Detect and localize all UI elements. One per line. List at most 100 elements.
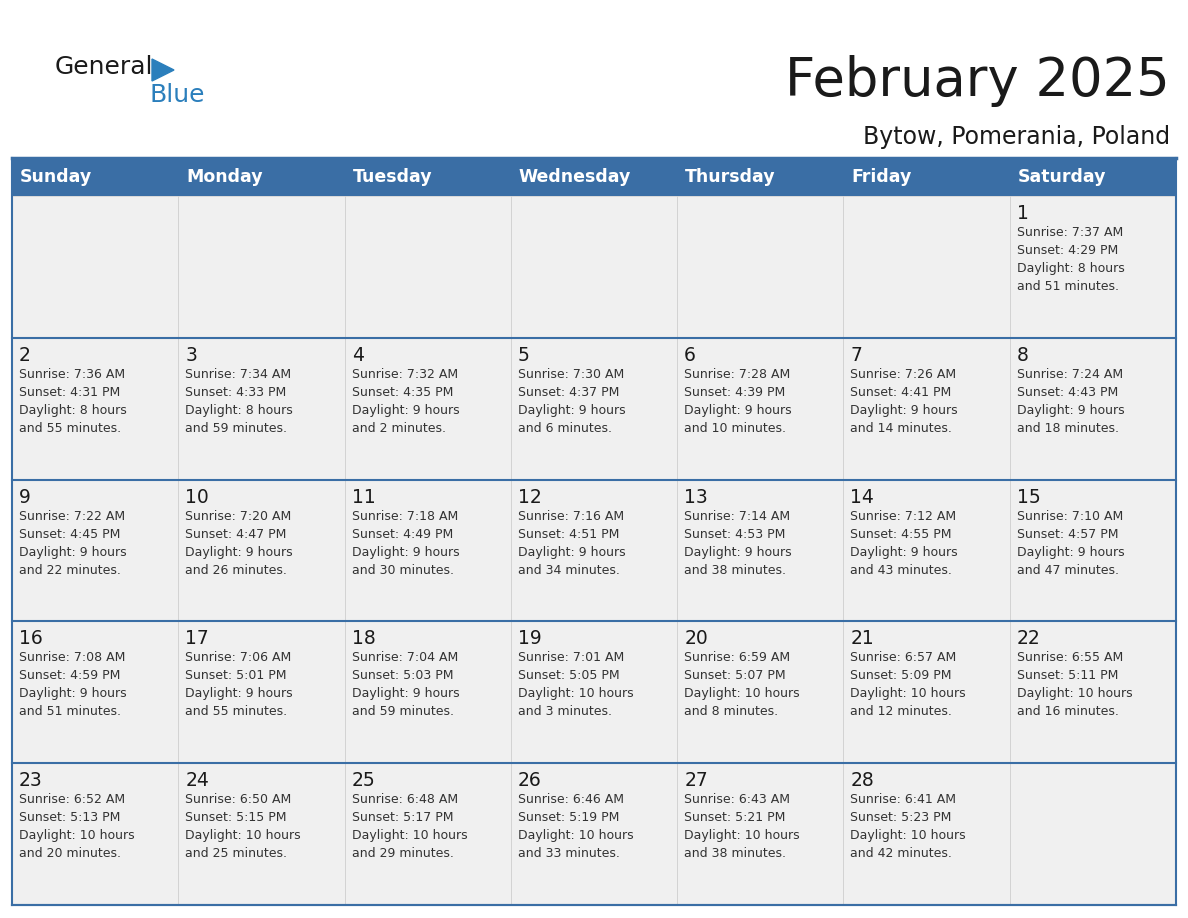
Bar bbox=[843, 338, 1010, 479]
Bar bbox=[178, 158, 345, 196]
Text: Sunrise: 6:46 AM
Sunset: 5:19 PM
Daylight: 10 hours
and 33 minutes.: Sunrise: 6:46 AM Sunset: 5:19 PM Dayligh… bbox=[518, 793, 633, 860]
Text: Wednesday: Wednesday bbox=[519, 168, 631, 186]
Bar bbox=[843, 158, 1010, 196]
Text: Sunrise: 7:04 AM
Sunset: 5:03 PM
Daylight: 9 hours
and 59 minutes.: Sunrise: 7:04 AM Sunset: 5:03 PM Dayligh… bbox=[352, 652, 460, 719]
Text: 27: 27 bbox=[684, 771, 708, 790]
Text: 21: 21 bbox=[851, 630, 874, 648]
Bar bbox=[12, 338, 178, 479]
Bar bbox=[1010, 621, 1176, 763]
Text: Sunrise: 7:30 AM
Sunset: 4:37 PM
Daylight: 9 hours
and 6 minutes.: Sunrise: 7:30 AM Sunset: 4:37 PM Dayligh… bbox=[518, 368, 626, 435]
Text: 10: 10 bbox=[185, 487, 209, 507]
Text: Thursday: Thursday bbox=[685, 168, 776, 186]
Bar bbox=[12, 763, 178, 905]
Bar bbox=[345, 621, 511, 763]
Bar bbox=[178, 479, 345, 621]
Bar bbox=[511, 621, 677, 763]
Text: 6: 6 bbox=[684, 346, 696, 364]
Bar bbox=[511, 196, 677, 338]
Bar bbox=[345, 763, 511, 905]
Text: Tuesday: Tuesday bbox=[353, 168, 432, 186]
Bar bbox=[345, 479, 511, 621]
Bar bbox=[1010, 763, 1176, 905]
Text: 8: 8 bbox=[1017, 346, 1029, 364]
Polygon shape bbox=[152, 59, 173, 81]
Text: Sunrise: 7:12 AM
Sunset: 4:55 PM
Daylight: 9 hours
and 43 minutes.: Sunrise: 7:12 AM Sunset: 4:55 PM Dayligh… bbox=[851, 509, 958, 577]
Text: 19: 19 bbox=[518, 630, 542, 648]
Text: 2: 2 bbox=[19, 346, 31, 364]
Text: Sunrise: 7:24 AM
Sunset: 4:43 PM
Daylight: 9 hours
and 18 minutes.: Sunrise: 7:24 AM Sunset: 4:43 PM Dayligh… bbox=[1017, 368, 1124, 435]
Text: Sunrise: 7:37 AM
Sunset: 4:29 PM
Daylight: 8 hours
and 51 minutes.: Sunrise: 7:37 AM Sunset: 4:29 PM Dayligh… bbox=[1017, 226, 1125, 293]
Text: Saturday: Saturday bbox=[1018, 168, 1106, 186]
Text: 1: 1 bbox=[1017, 204, 1029, 223]
Text: Sunrise: 7:01 AM
Sunset: 5:05 PM
Daylight: 10 hours
and 3 minutes.: Sunrise: 7:01 AM Sunset: 5:05 PM Dayligh… bbox=[518, 652, 633, 719]
Bar bbox=[345, 158, 511, 196]
Bar bbox=[178, 621, 345, 763]
Bar bbox=[345, 196, 511, 338]
Text: 17: 17 bbox=[185, 630, 209, 648]
Text: Sunrise: 6:50 AM
Sunset: 5:15 PM
Daylight: 10 hours
and 25 minutes.: Sunrise: 6:50 AM Sunset: 5:15 PM Dayligh… bbox=[185, 793, 301, 860]
Text: 22: 22 bbox=[1017, 630, 1041, 648]
Bar bbox=[178, 196, 345, 338]
Bar bbox=[843, 479, 1010, 621]
Bar bbox=[677, 338, 843, 479]
Bar bbox=[843, 621, 1010, 763]
Text: 23: 23 bbox=[19, 771, 43, 790]
Bar bbox=[677, 479, 843, 621]
Text: 11: 11 bbox=[352, 487, 375, 507]
Text: 26: 26 bbox=[518, 771, 542, 790]
Bar bbox=[1010, 479, 1176, 621]
Text: Sunday: Sunday bbox=[20, 168, 93, 186]
Text: 7: 7 bbox=[851, 346, 862, 364]
Text: Sunrise: 7:32 AM
Sunset: 4:35 PM
Daylight: 9 hours
and 2 minutes.: Sunrise: 7:32 AM Sunset: 4:35 PM Dayligh… bbox=[352, 368, 460, 435]
Text: 24: 24 bbox=[185, 771, 209, 790]
Bar bbox=[843, 763, 1010, 905]
Bar bbox=[12, 479, 178, 621]
Text: 4: 4 bbox=[352, 346, 364, 364]
Bar bbox=[1010, 158, 1176, 196]
Bar bbox=[677, 763, 843, 905]
Text: Sunrise: 7:20 AM
Sunset: 4:47 PM
Daylight: 9 hours
and 26 minutes.: Sunrise: 7:20 AM Sunset: 4:47 PM Dayligh… bbox=[185, 509, 293, 577]
Text: 28: 28 bbox=[851, 771, 874, 790]
Text: Sunrise: 6:48 AM
Sunset: 5:17 PM
Daylight: 10 hours
and 29 minutes.: Sunrise: 6:48 AM Sunset: 5:17 PM Dayligh… bbox=[352, 793, 467, 860]
Text: Blue: Blue bbox=[150, 83, 206, 107]
Text: Sunrise: 6:41 AM
Sunset: 5:23 PM
Daylight: 10 hours
and 42 minutes.: Sunrise: 6:41 AM Sunset: 5:23 PM Dayligh… bbox=[851, 793, 966, 860]
Text: Sunrise: 7:26 AM
Sunset: 4:41 PM
Daylight: 9 hours
and 14 minutes.: Sunrise: 7:26 AM Sunset: 4:41 PM Dayligh… bbox=[851, 368, 958, 435]
Bar bbox=[12, 196, 178, 338]
Text: Bytow, Pomerania, Poland: Bytow, Pomerania, Poland bbox=[862, 125, 1170, 149]
Text: Sunrise: 6:59 AM
Sunset: 5:07 PM
Daylight: 10 hours
and 8 minutes.: Sunrise: 6:59 AM Sunset: 5:07 PM Dayligh… bbox=[684, 652, 800, 719]
Bar bbox=[12, 158, 178, 196]
Text: 20: 20 bbox=[684, 630, 708, 648]
Bar bbox=[178, 338, 345, 479]
Text: 13: 13 bbox=[684, 487, 708, 507]
Bar bbox=[511, 763, 677, 905]
Text: 3: 3 bbox=[185, 346, 197, 364]
Text: Sunrise: 7:06 AM
Sunset: 5:01 PM
Daylight: 9 hours
and 55 minutes.: Sunrise: 7:06 AM Sunset: 5:01 PM Dayligh… bbox=[185, 652, 293, 719]
Text: 25: 25 bbox=[352, 771, 375, 790]
Bar bbox=[843, 196, 1010, 338]
Text: Sunrise: 6:52 AM
Sunset: 5:13 PM
Daylight: 10 hours
and 20 minutes.: Sunrise: 6:52 AM Sunset: 5:13 PM Dayligh… bbox=[19, 793, 134, 860]
Text: Sunrise: 6:55 AM
Sunset: 5:11 PM
Daylight: 10 hours
and 16 minutes.: Sunrise: 6:55 AM Sunset: 5:11 PM Dayligh… bbox=[1017, 652, 1132, 719]
Text: 5: 5 bbox=[518, 346, 530, 364]
Bar bbox=[511, 338, 677, 479]
Text: February 2025: February 2025 bbox=[785, 55, 1170, 107]
Text: Sunrise: 7:34 AM
Sunset: 4:33 PM
Daylight: 8 hours
and 59 minutes.: Sunrise: 7:34 AM Sunset: 4:33 PM Dayligh… bbox=[185, 368, 293, 435]
Text: 12: 12 bbox=[518, 487, 542, 507]
Bar bbox=[1010, 338, 1176, 479]
Text: Sunrise: 7:22 AM
Sunset: 4:45 PM
Daylight: 9 hours
and 22 minutes.: Sunrise: 7:22 AM Sunset: 4:45 PM Dayligh… bbox=[19, 509, 127, 577]
Text: 15: 15 bbox=[1017, 487, 1041, 507]
Bar bbox=[677, 158, 843, 196]
Text: 16: 16 bbox=[19, 630, 43, 648]
Text: 18: 18 bbox=[352, 630, 375, 648]
Text: Monday: Monday bbox=[187, 168, 263, 186]
Bar bbox=[511, 479, 677, 621]
Text: Sunrise: 7:14 AM
Sunset: 4:53 PM
Daylight: 9 hours
and 38 minutes.: Sunrise: 7:14 AM Sunset: 4:53 PM Dayligh… bbox=[684, 509, 791, 577]
Bar bbox=[345, 338, 511, 479]
Bar bbox=[677, 196, 843, 338]
Bar bbox=[178, 763, 345, 905]
Text: Sunrise: 7:28 AM
Sunset: 4:39 PM
Daylight: 9 hours
and 10 minutes.: Sunrise: 7:28 AM Sunset: 4:39 PM Dayligh… bbox=[684, 368, 791, 435]
Text: Sunrise: 6:57 AM
Sunset: 5:09 PM
Daylight: 10 hours
and 12 minutes.: Sunrise: 6:57 AM Sunset: 5:09 PM Dayligh… bbox=[851, 652, 966, 719]
Text: Sunrise: 7:18 AM
Sunset: 4:49 PM
Daylight: 9 hours
and 30 minutes.: Sunrise: 7:18 AM Sunset: 4:49 PM Dayligh… bbox=[352, 509, 460, 577]
Text: General: General bbox=[55, 55, 153, 79]
Text: 14: 14 bbox=[851, 487, 874, 507]
Text: 9: 9 bbox=[19, 487, 31, 507]
